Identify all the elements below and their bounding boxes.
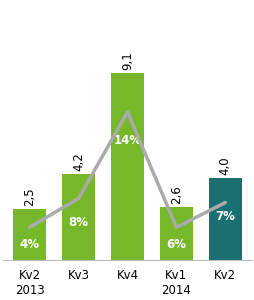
Text: 6%: 6% <box>166 238 186 251</box>
Text: 2,6: 2,6 <box>169 185 182 204</box>
Text: 7%: 7% <box>215 210 234 223</box>
Bar <box>159 207 192 260</box>
Bar <box>110 73 144 260</box>
Text: 4,2: 4,2 <box>72 152 85 171</box>
Text: 9,1: 9,1 <box>121 52 133 70</box>
Text: 2,5: 2,5 <box>23 188 36 206</box>
Text: 4,0: 4,0 <box>218 157 231 175</box>
Text: 14%: 14% <box>113 134 141 147</box>
Text: 8%: 8% <box>68 216 88 229</box>
Bar <box>208 178 241 260</box>
Text: 4%: 4% <box>20 238 40 251</box>
Bar <box>13 209 46 260</box>
Bar <box>62 174 95 260</box>
